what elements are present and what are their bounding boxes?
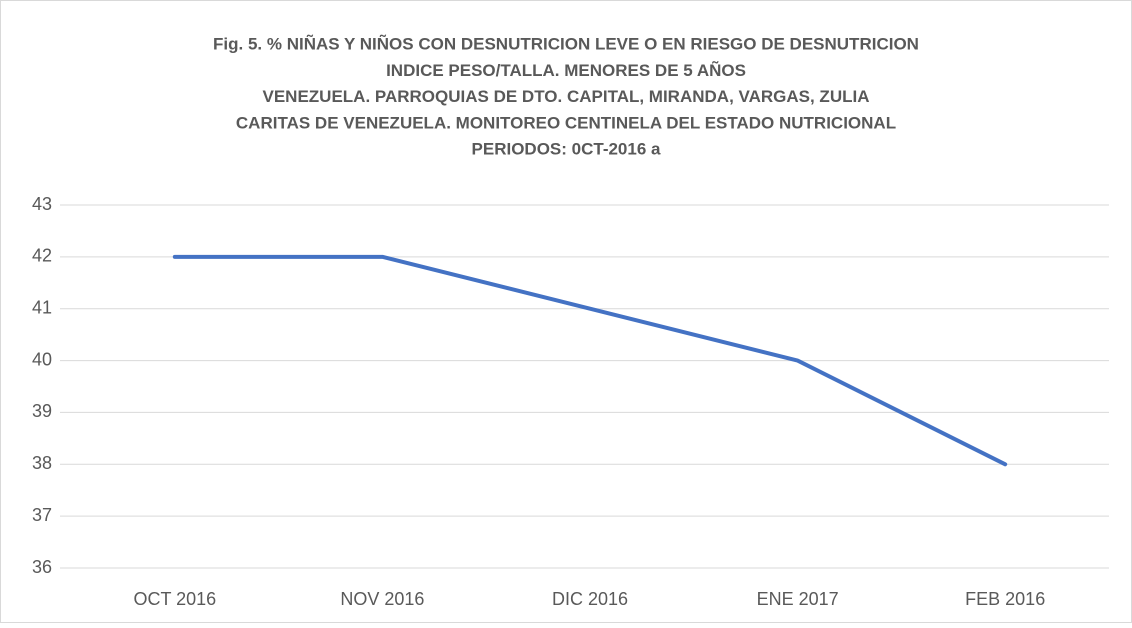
chart-title: INDICE PESO/TALLA. MENORES DE 5 AÑOS (386, 60, 746, 80)
x-tick-label: FEB 2016 (965, 589, 1045, 609)
x-tick-label: NOV 2016 (340, 589, 424, 609)
chart-title: PERIODOS: 0CT-2016 a (472, 140, 662, 159)
y-tick-label: 40 (32, 349, 52, 369)
y-tick-label: 41 (32, 297, 52, 317)
y-tick-label: 39 (32, 401, 52, 421)
y-tick-label: 42 (32, 246, 52, 266)
y-tick-label: 37 (32, 505, 52, 525)
x-tick-label: DIC 2016 (552, 589, 628, 609)
chart-title: Fig. 5. % NIÑAS Y NIÑOS CON DESNUTRICION… (213, 33, 919, 53)
y-tick-label: 36 (32, 557, 52, 577)
x-tick-label: OCT 2016 (133, 589, 216, 609)
y-tick-label: 43 (32, 194, 52, 214)
y-tick-label: 38 (32, 453, 52, 473)
data-line (172, 254, 1008, 467)
chart-title: CARITAS DE VENEZUELA. MONITOREO CENTINEL… (236, 113, 896, 132)
x-tick-label: ENE 2017 (757, 589, 839, 609)
chart-title: VENEZUELA. PARROQUIAS DE DTO. CAPITAL, M… (263, 87, 870, 106)
